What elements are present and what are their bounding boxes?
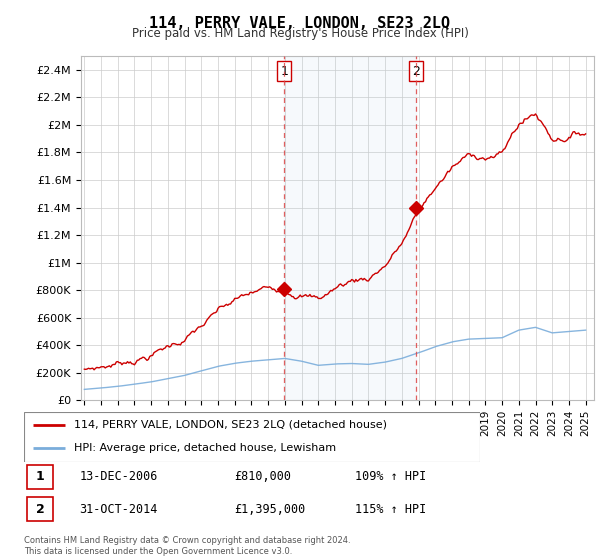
Text: £1,395,000: £1,395,000	[234, 502, 305, 516]
Text: 1: 1	[280, 64, 288, 78]
Text: 114, PERRY VALE, LONDON, SE23 2LQ (detached house): 114, PERRY VALE, LONDON, SE23 2LQ (detac…	[74, 419, 387, 430]
Text: 115% ↑ HPI: 115% ↑ HPI	[355, 502, 427, 516]
Text: 2: 2	[35, 502, 44, 516]
Text: £810,000: £810,000	[234, 470, 291, 483]
Text: 31-OCT-2014: 31-OCT-2014	[79, 502, 158, 516]
Text: HPI: Average price, detached house, Lewisham: HPI: Average price, detached house, Lewi…	[74, 443, 336, 453]
Text: 1: 1	[35, 470, 44, 483]
Text: This data is licensed under the Open Government Licence v3.0.: This data is licensed under the Open Gov…	[24, 547, 292, 556]
Text: Price paid vs. HM Land Registry's House Price Index (HPI): Price paid vs. HM Land Registry's House …	[131, 27, 469, 40]
Text: 109% ↑ HPI: 109% ↑ HPI	[355, 470, 427, 483]
Text: Contains HM Land Registry data © Crown copyright and database right 2024.: Contains HM Land Registry data © Crown c…	[24, 536, 350, 545]
Text: 114, PERRY VALE, LONDON, SE23 2LQ: 114, PERRY VALE, LONDON, SE23 2LQ	[149, 16, 451, 31]
Bar	[27, 497, 53, 521]
Text: 2: 2	[412, 64, 419, 78]
Text: 13-DEC-2006: 13-DEC-2006	[79, 470, 158, 483]
Bar	[284, 56, 416, 400]
Bar	[27, 465, 53, 489]
